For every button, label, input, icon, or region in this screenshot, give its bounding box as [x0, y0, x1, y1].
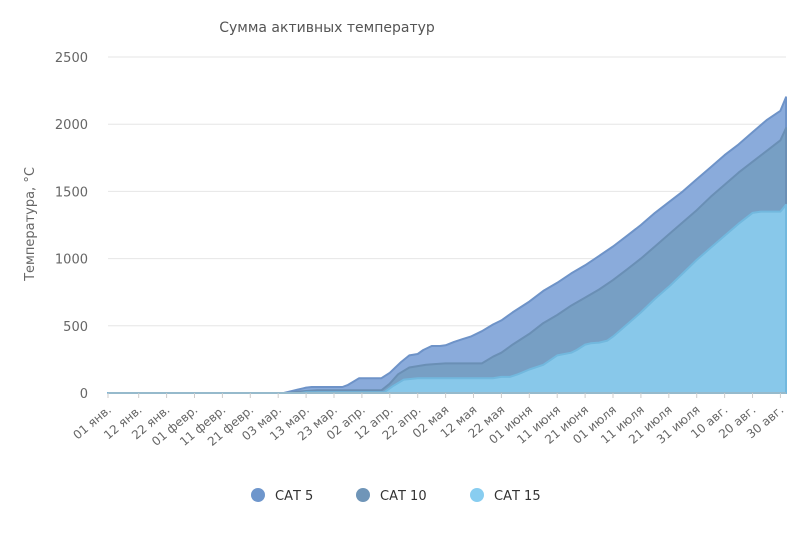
y-tick-label: 1500: [55, 185, 88, 200]
y-tick-label: 2500: [55, 51, 88, 66]
series-area-3: [107, 203, 787, 394]
y-tick-label: 2000: [55, 118, 88, 133]
y-tick-label: 500: [63, 320, 88, 335]
legend-label[interactable]: САТ 10: [380, 489, 427, 504]
legend-marker[interactable]: [470, 488, 484, 502]
chart-title: Сумма активных температур: [219, 20, 435, 36]
series-area-2: [107, 127, 787, 394]
legend-label[interactable]: САТ 15: [494, 489, 541, 504]
legend-marker[interactable]: [251, 488, 265, 502]
y-axis-label: Температура, °C: [23, 167, 38, 282]
y-tick-label: 1000: [55, 253, 88, 268]
y-axis-ticks: 0 500 1000 1500 2000 2500: [55, 51, 88, 402]
series-areas: [107, 96, 787, 394]
x-axis-ticks: 01 янв.12 янв.22 янв.01 февр.11 февр.21 …: [70, 393, 786, 449]
y-tick-label: 0: [80, 387, 88, 402]
legend-label[interactable]: САТ 5: [275, 489, 313, 504]
legend-marker[interactable]: [356, 488, 370, 502]
legend: САТ 5 САТ 10 САТ 15: [251, 488, 541, 504]
